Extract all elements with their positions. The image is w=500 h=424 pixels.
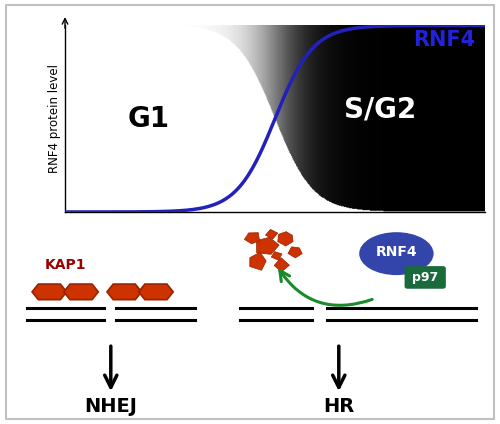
Polygon shape xyxy=(278,232,293,246)
Text: G1: G1 xyxy=(128,105,170,133)
Polygon shape xyxy=(274,258,289,272)
Text: KAP1: KAP1 xyxy=(44,258,86,272)
Polygon shape xyxy=(32,284,66,300)
Text: p97: p97 xyxy=(412,271,438,284)
Polygon shape xyxy=(107,284,142,300)
Polygon shape xyxy=(288,247,302,258)
Ellipse shape xyxy=(359,232,434,275)
Polygon shape xyxy=(138,284,173,300)
Polygon shape xyxy=(250,252,266,270)
Text: NHEJ: NHEJ xyxy=(84,397,137,416)
Text: RNF4: RNF4 xyxy=(413,30,475,50)
Polygon shape xyxy=(256,237,279,254)
Polygon shape xyxy=(266,229,278,239)
Text: HR: HR xyxy=(323,397,354,416)
Text: S/G2: S/G2 xyxy=(344,95,416,123)
Y-axis label: RNF4 protein level: RNF4 protein level xyxy=(48,64,61,173)
Polygon shape xyxy=(64,284,98,300)
Polygon shape xyxy=(272,251,282,260)
FancyBboxPatch shape xyxy=(404,266,446,289)
Text: RNF4: RNF4 xyxy=(376,245,417,259)
Polygon shape xyxy=(244,233,260,244)
